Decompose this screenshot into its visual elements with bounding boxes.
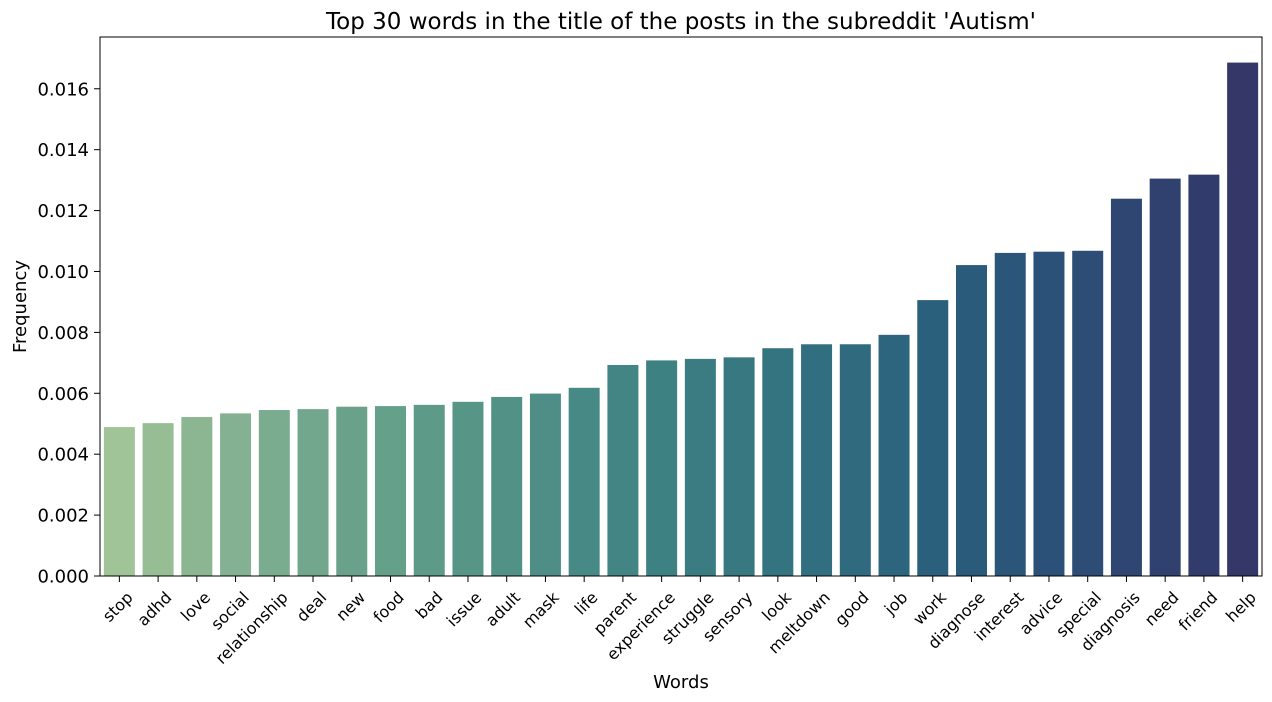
- x-tick-label: help: [1222, 588, 1260, 626]
- bar-job: [878, 334, 910, 576]
- bar-mask: [529, 393, 561, 576]
- bar-diagnosis: [1110, 198, 1142, 576]
- y-tick-label: 0.012: [37, 201, 89, 222]
- bar-need: [1149, 178, 1181, 576]
- bar-advice: [1033, 251, 1065, 576]
- bar-special: [1072, 250, 1104, 576]
- x-tick-label: food: [369, 588, 407, 626]
- y-tick-label: 0.010: [37, 262, 89, 283]
- y-tick-label: 0.002: [37, 506, 89, 527]
- bar-bad: [413, 404, 445, 576]
- plot-frame: [99, 36, 1263, 577]
- bar-sensory: [723, 357, 755, 576]
- x-tick-label: life: [571, 588, 602, 619]
- bar-experience: [646, 360, 678, 576]
- bar-new: [336, 406, 368, 576]
- y-tick-label: 0.004: [37, 445, 89, 466]
- bar-food: [375, 406, 406, 576]
- bar-interest: [994, 252, 1026, 576]
- bar-love: [181, 417, 213, 576]
- y-axis-label: Frequency: [10, 260, 31, 353]
- bar-deal: [297, 409, 329, 576]
- bar-struggle: [684, 358, 716, 576]
- bar-work: [917, 300, 949, 576]
- x-axis-label: Words: [653, 672, 709, 693]
- bar-social: [220, 413, 252, 576]
- x-tick-label: mask: [519, 587, 563, 631]
- y-tick-label: 0.000: [37, 567, 89, 588]
- x-tick-label: good: [831, 588, 873, 630]
- x-tick-label: job: [880, 588, 911, 619]
- bar-life: [568, 387, 600, 576]
- x-tick-label: new: [332, 588, 369, 625]
- y-tick-label: 0.016: [37, 79, 89, 100]
- x-tick-label: friend: [1175, 588, 1222, 635]
- y-axis: 0.000 0.002 0.004 0.006 0.008 0.010 0.012 0.014…: [37, 79, 100, 588]
- x-tick-label: adult: [482, 588, 524, 630]
- bar-look: [762, 348, 794, 576]
- x-tick-label: stop: [99, 588, 137, 626]
- bar-diagnose: [956, 265, 987, 576]
- bars-group: [103, 62, 1259, 576]
- y-tick-label: 0.014: [37, 140, 89, 161]
- bar-relationship: [258, 410, 290, 576]
- bar-adult: [491, 396, 523, 576]
- bar-help: [1227, 62, 1259, 576]
- bar-adhd: [142, 423, 174, 576]
- y-tick-label: 0.008: [37, 323, 89, 344]
- chart-title: Top 30 words in the title of the posts i…: [325, 9, 1036, 35]
- y-tick-label: 0.006: [37, 384, 89, 405]
- x-tick-label: deal: [293, 588, 331, 626]
- bar-friend: [1188, 174, 1220, 576]
- bar-meltdown: [801, 344, 833, 576]
- bar-issue: [452, 401, 484, 576]
- bar-good: [839, 344, 871, 576]
- x-tick-label: bad: [412, 588, 447, 623]
- bar-parent: [607, 364, 639, 576]
- x-tick-label: adhd: [134, 588, 176, 630]
- bar-stop: [103, 427, 135, 576]
- x-tick-label: issue: [443, 588, 486, 631]
